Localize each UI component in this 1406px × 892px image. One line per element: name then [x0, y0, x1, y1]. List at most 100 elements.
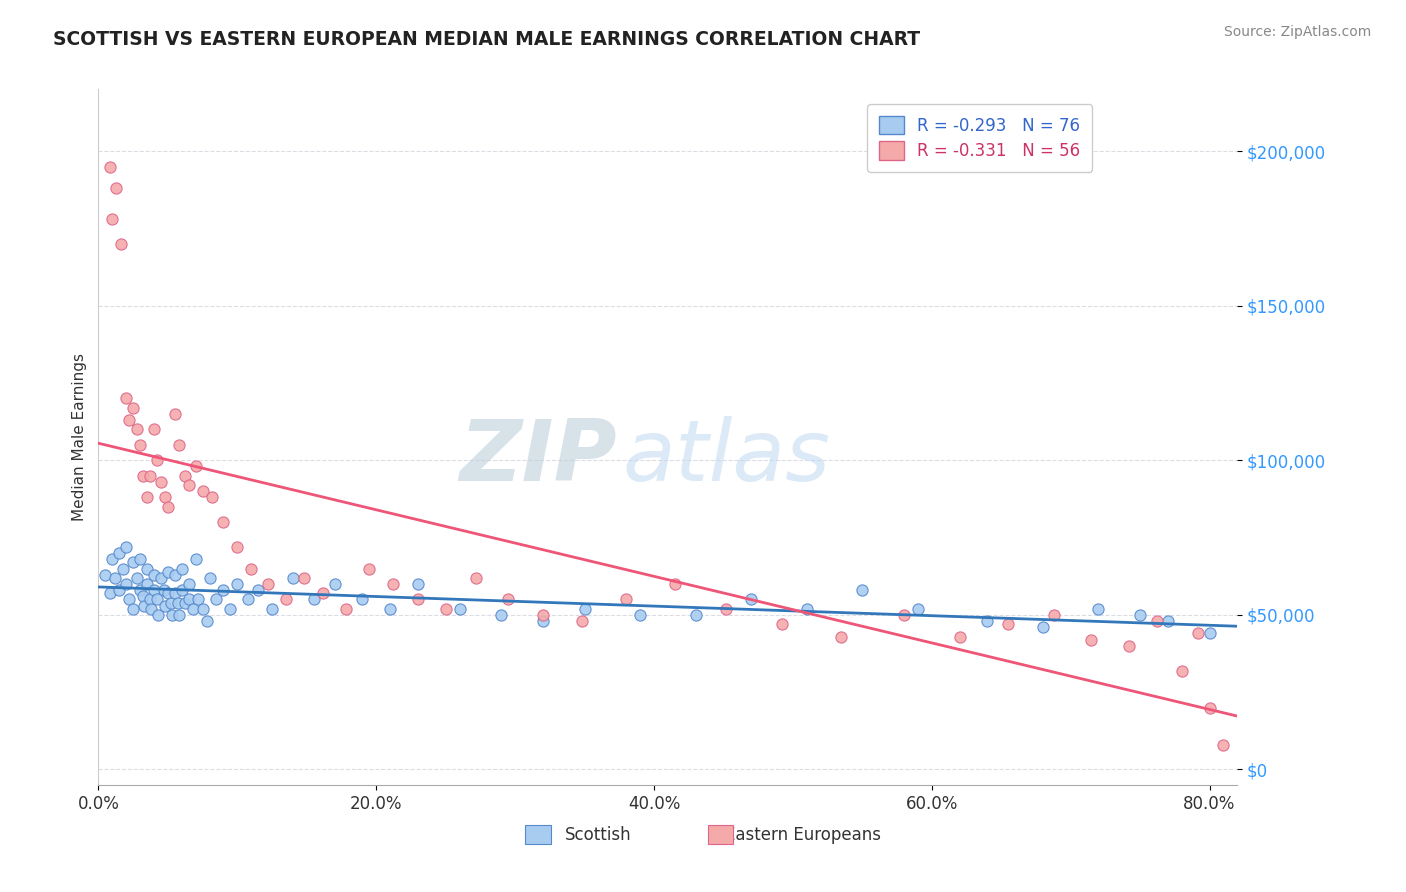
Point [796, 601, 818, 615]
Point [110, 236, 132, 251]
Point [531, 607, 554, 622]
Point [129, 583, 152, 598]
Point [187, 592, 209, 607]
Point [184, 459, 207, 474]
Text: Scottish: Scottish [565, 826, 631, 844]
Point [1087, 601, 1109, 615]
Point [685, 607, 707, 622]
Text: atlas: atlas [623, 417, 831, 500]
Point [108, 583, 131, 598]
Point [195, 614, 218, 628]
Point [1043, 607, 1066, 622]
Point [302, 592, 325, 607]
Point [101, 212, 124, 227]
Point [489, 607, 512, 622]
Point [98, 160, 121, 174]
Point [101, 552, 124, 566]
Point [118, 413, 141, 427]
Point [122, 555, 145, 569]
Point [851, 583, 873, 598]
Point [173, 595, 195, 609]
Point [201, 491, 224, 505]
Point [98, 586, 121, 600]
Point [156, 500, 179, 514]
Point [323, 577, 346, 591]
Point [108, 546, 131, 560]
Point [129, 552, 152, 566]
Point [191, 484, 214, 499]
Point [359, 561, 381, 575]
Point [94, 567, 117, 582]
Point [132, 468, 155, 483]
Point [153, 491, 176, 505]
Point [166, 595, 188, 609]
Point [118, 592, 141, 607]
Point [149, 571, 172, 585]
Point [1032, 620, 1054, 634]
Point [997, 617, 1019, 632]
Point [1146, 614, 1168, 628]
Text: Source: ZipAtlas.com: Source: ZipAtlas.com [1223, 25, 1371, 39]
Point [159, 595, 181, 609]
Point [153, 599, 176, 613]
Point [260, 601, 283, 615]
Point [1157, 614, 1180, 628]
Point [335, 601, 357, 615]
Point [145, 453, 167, 467]
Point [219, 601, 242, 615]
Point [406, 577, 429, 591]
Point [134, 599, 156, 613]
Point [163, 567, 186, 582]
Point [531, 614, 554, 628]
Point [184, 552, 207, 566]
Text: ZIP: ZIP [458, 417, 617, 500]
Point [163, 407, 186, 421]
Point [378, 601, 401, 615]
Point [1170, 664, 1192, 678]
Point [139, 468, 162, 483]
Point [226, 577, 249, 591]
Point [145, 592, 167, 607]
Point [127, 571, 149, 585]
Point [143, 583, 166, 598]
Point [105, 181, 128, 195]
Point [112, 561, 135, 575]
Point [136, 561, 159, 575]
Point [740, 592, 762, 607]
Point [1118, 639, 1140, 653]
Point [177, 478, 200, 492]
Point [177, 577, 200, 591]
Point [115, 540, 138, 554]
Point [136, 491, 159, 505]
Point [274, 592, 297, 607]
Point [226, 540, 249, 554]
Point [238, 592, 260, 607]
Point [628, 607, 651, 622]
Point [104, 571, 127, 585]
Point [381, 577, 404, 591]
Point [893, 607, 915, 622]
Point [1129, 607, 1152, 622]
Point [167, 607, 190, 622]
Point [292, 571, 315, 585]
Point [149, 475, 172, 489]
Point [181, 601, 204, 615]
Point [143, 567, 166, 582]
Point [212, 583, 235, 598]
Legend: R = -0.293   N = 76, R = -0.331   N = 56: R = -0.293 N = 76, R = -0.331 N = 56 [868, 104, 1092, 172]
Point [139, 592, 162, 607]
Point [1198, 626, 1220, 640]
Point [156, 586, 179, 600]
Point [614, 592, 637, 607]
Point [406, 592, 429, 607]
Point [352, 592, 374, 607]
Point [312, 586, 335, 600]
Point [167, 438, 190, 452]
Text: SCOTTISH VS EASTERN EUROPEAN MEDIAN MALE EARNINGS CORRELATION CHART: SCOTTISH VS EASTERN EUROPEAN MEDIAN MALE… [53, 30, 921, 49]
Point [240, 561, 263, 575]
Point [136, 577, 159, 591]
Point [281, 571, 304, 585]
Point [152, 583, 174, 598]
Point [156, 565, 179, 579]
Point [770, 617, 793, 632]
